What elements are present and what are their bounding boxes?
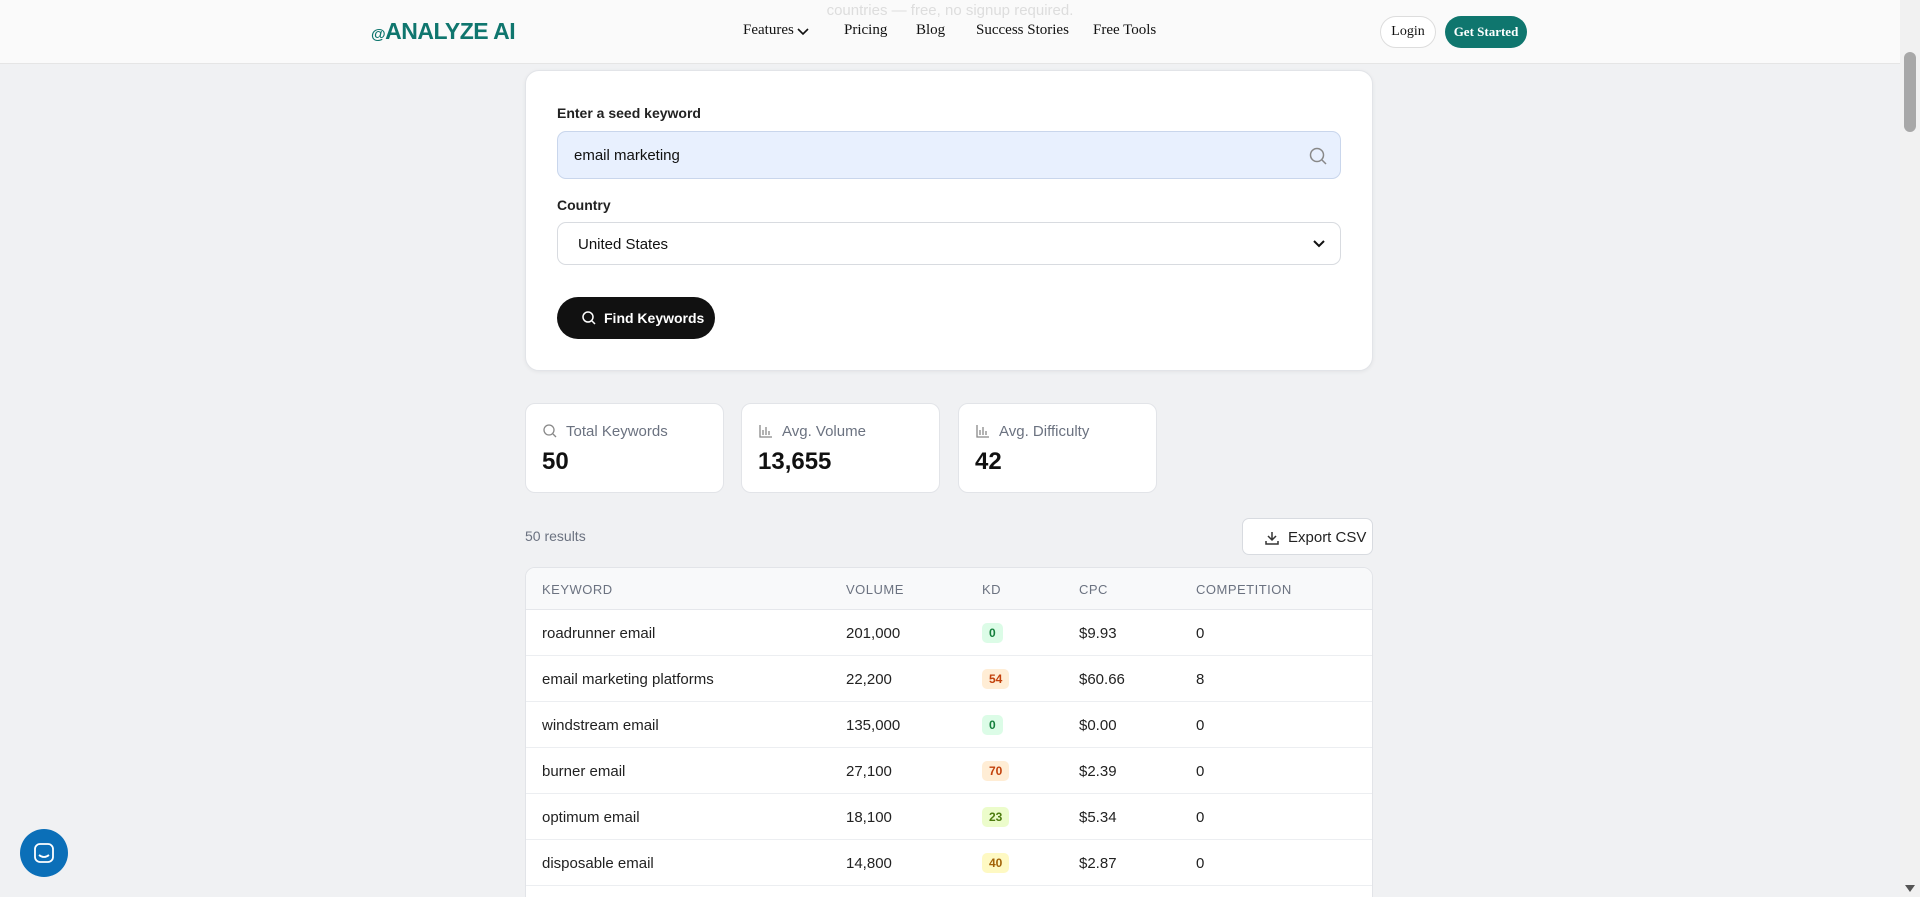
- stat-icon: [976, 425, 989, 438]
- stat-value: 50: [542, 448, 569, 475]
- chevron: [797, 28, 809, 36]
- cell: 135,000: [846, 717, 901, 734]
- stat-value: 42: [975, 448, 1002, 475]
- table: KEYWORD VOLUME KD CPC COMPETITION roadrunner …: [525, 567, 1373, 897]
- search-card: Enter a seed keyword email marketing Cou…: [525, 70, 1373, 371]
- stat-label: Total Keywords: [566, 423, 668, 440]
- cell: 0: [1196, 809, 1205, 826]
- find-text: Find Keywords: [604, 310, 705, 326]
- search-icon: [1309, 147, 1327, 165]
- row: [526, 702, 1372, 748]
- row: [526, 610, 1372, 656]
- keyword-value: email marketing: [574, 147, 680, 164]
- column-header: KD: [982, 582, 1002, 597]
- export-text: Export CSV: [1288, 529, 1367, 546]
- nav-item[interactable]: Features: [743, 22, 794, 38]
- cta-button[interactable]: Get Started: [1445, 16, 1527, 48]
- row: [526, 656, 1372, 702]
- table-header: [526, 568, 1372, 610]
- nav-item[interactable]: Success Stories: [976, 22, 1069, 38]
- chat-button[interactable]: [20, 829, 68, 877]
- faded-text: countries — free, no signup required.: [826, 2, 1074, 19]
- scrollbar[interactable]: [1900, 0, 1920, 897]
- cell: 0: [1196, 855, 1205, 872]
- cell: 14,800: [846, 855, 892, 872]
- logo[interactable]: @ANALYZE AI: [371, 18, 516, 44]
- cell: 0: [1196, 717, 1205, 734]
- login-button[interactable]: Login: [1380, 16, 1436, 48]
- logo-text: ANALYZE AI: [385, 18, 516, 44]
- row: [526, 840, 1372, 886]
- cell: $2.39: [1079, 763, 1117, 780]
- row: [526, 748, 1372, 794]
- cell: 22,200: [846, 671, 892, 688]
- stat-card: Avg. Volume 13,655: [741, 403, 940, 493]
- cell: optimum email: [542, 809, 640, 826]
- row: [526, 794, 1372, 840]
- kd-badge: 23: [982, 807, 1010, 827]
- kd-badge: 40: [982, 853, 1010, 873]
- nav-item[interactable]: Free Tools: [1093, 22, 1157, 38]
- nav-item[interactable]: Blog: [916, 22, 946, 38]
- country-value: United States: [578, 236, 669, 253]
- keyword-input[interactable]: email marketing: [557, 131, 1341, 179]
- cell: 8: [1196, 671, 1205, 688]
- column-header: KEYWORD: [542, 582, 613, 597]
- cell: disposable email: [542, 855, 654, 872]
- stat-card: Avg. Difficulty 42: [958, 403, 1157, 493]
- cell: email marketing platforms: [542, 671, 714, 688]
- stat-card: Total Keywords 50: [525, 403, 724, 493]
- search-icon: [582, 311, 596, 325]
- stat-icon: [543, 424, 557, 438]
- cell: $9.93: [1079, 625, 1117, 642]
- kd-badge: 0: [982, 715, 1003, 735]
- cell: 27,100: [846, 763, 892, 780]
- stat-icon: [759, 425, 772, 438]
- export-button[interactable]: Export CSV: [1242, 518, 1373, 555]
- nav-item[interactable]: Pricing: [844, 22, 888, 38]
- kd-badge: 54: [982, 669, 1010, 689]
- scroll-down[interactable]: [1904, 884, 1916, 894]
- kd-badge: 70: [982, 761, 1010, 781]
- stat-label: Avg. Volume: [782, 423, 866, 440]
- chevron: [1313, 240, 1325, 248]
- stat-value: 13,655: [758, 448, 832, 475]
- cell: 0: [1196, 625, 1205, 642]
- scroll-thumb[interactable]: [1904, 52, 1916, 132]
- country-select[interactable]: United States: [557, 222, 1341, 265]
- cell: windstream email: [542, 717, 659, 734]
- kd-badge: 0: [982, 623, 1003, 643]
- cell: burner email: [542, 763, 626, 780]
- country-label: Country: [557, 197, 611, 213]
- chat-icon: [34, 843, 54, 863]
- cell: 201,000: [846, 625, 901, 642]
- cell: 18,100: [846, 809, 892, 826]
- column-header: CPC: [1079, 582, 1108, 597]
- download-icon: [1265, 532, 1279, 545]
- column-header: COMPETITION: [1196, 582, 1292, 597]
- keyword-label: Enter a seed keyword: [557, 105, 701, 121]
- cell: $60.66: [1079, 671, 1125, 688]
- column-header: VOLUME: [846, 582, 904, 597]
- cell: $2.87: [1079, 855, 1117, 872]
- cell: $5.34: [1079, 809, 1117, 826]
- cell: 0: [1196, 763, 1205, 780]
- results-count: 50 results: [525, 528, 586, 544]
- stat-label: Avg. Difficulty: [999, 423, 1090, 440]
- find-button[interactable]: Find Keywords: [557, 297, 715, 339]
- cell: $0.00: [1079, 717, 1117, 734]
- cell: roadrunner email: [542, 625, 656, 642]
- header: countries — free, no signup required. @A…: [0, 0, 1900, 64]
